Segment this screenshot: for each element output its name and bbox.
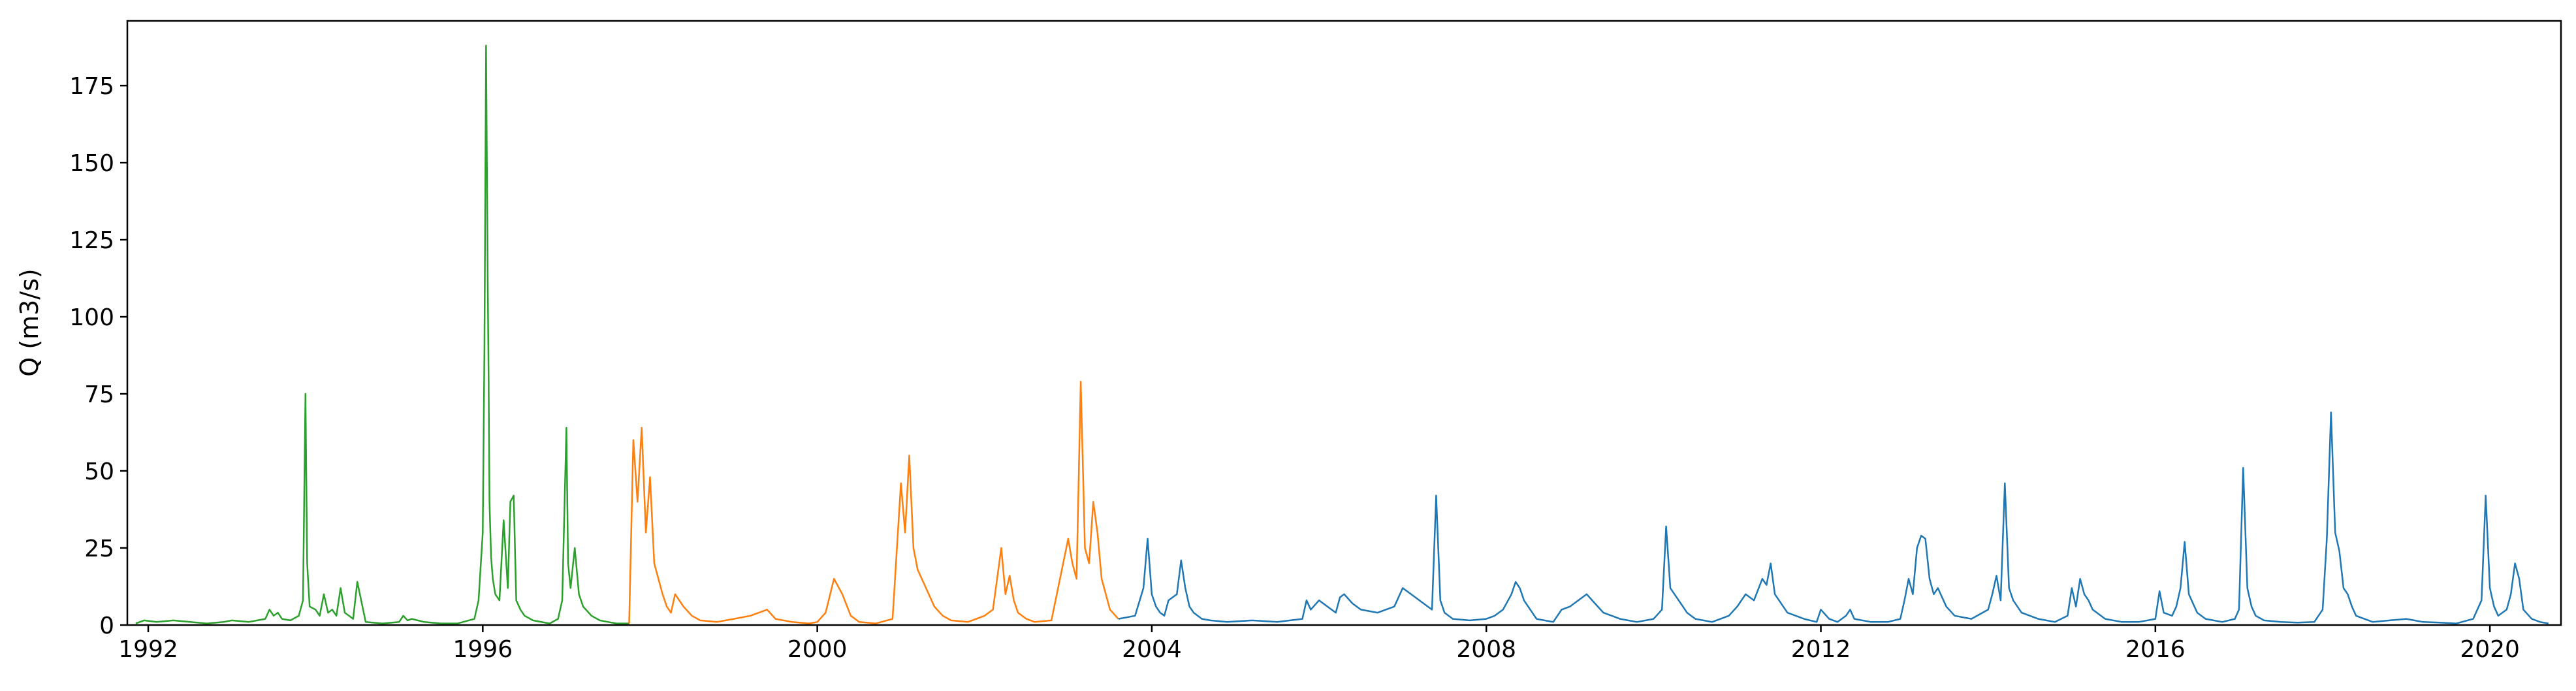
x-tick-label: 1992: [118, 636, 178, 663]
x-tick-label: 2012: [1791, 636, 1851, 663]
y-tick-label: 0: [99, 613, 114, 639]
x-tick-label: 2016: [2125, 636, 2186, 663]
y-tick-label: 125: [69, 227, 114, 254]
plot-frame: [126, 20, 2562, 626]
x-tick-label: 2008: [1456, 636, 1516, 663]
x-tick-label: 2004: [1122, 636, 1182, 663]
series-line-2: [1118, 411, 2549, 624]
series-line-0: [135, 44, 629, 624]
y-tick-label: 175: [69, 73, 114, 100]
y-tick-label: 150: [69, 150, 114, 177]
y-tick-label: 25: [84, 536, 114, 562]
y-axis-ticks: 0 25 50 75 100 125 150 175: [69, 73, 127, 639]
series-layer: [135, 44, 2549, 624]
y-tick-label: 50: [84, 458, 114, 485]
series-line-1: [628, 380, 1119, 624]
x-tick-label: 2020: [2460, 636, 2520, 663]
x-tick-label: 2000: [787, 636, 848, 663]
y-tick-label: 75: [84, 381, 114, 408]
y-tick-label: 100: [69, 304, 114, 331]
x-tick-label: 1996: [453, 636, 513, 663]
x-axis-ticks: 1992 1996 2000 2004 2008 2012 2016 2020: [118, 625, 2520, 663]
y-axis-title: Q (m3/s): [15, 268, 44, 376]
